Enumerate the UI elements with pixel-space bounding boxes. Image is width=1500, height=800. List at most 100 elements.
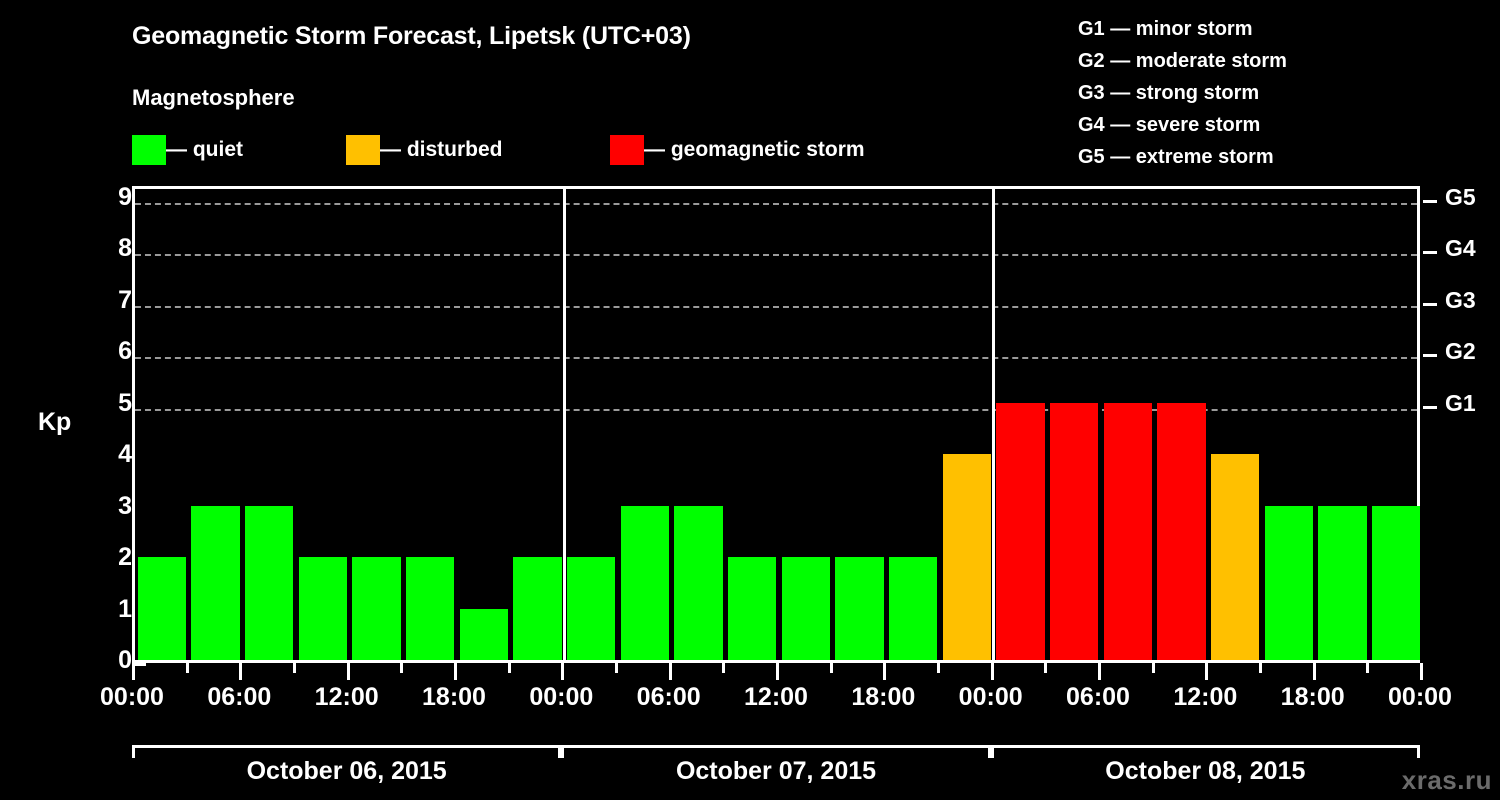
date-band: October 06, 2015 October 07, 2015 October … [132,745,1423,800]
x-tick [454,663,457,680]
date-label: October 06, 2015 [246,757,447,785]
g-tick [1423,251,1437,255]
day-separators [135,189,1417,660]
g-tick-label: G3 [1445,286,1476,313]
date-bracket [561,745,991,758]
legend-item-label: — disturbed [380,138,503,161]
x-tick [1205,663,1209,680]
gridline [135,305,1417,308]
g-tick-label: G5 [1445,184,1476,210]
gscale-legend-line: G5 — extreme storm [1078,146,1274,168]
x-tick [829,663,833,673]
watermark: xras.ru [1401,765,1492,795]
g-tick-label: G4 [1445,235,1476,262]
kp-bar [888,557,938,660]
date-label: October 07, 2015 [675,757,877,785]
kp-bar [620,505,670,660]
gridline [135,203,1417,205]
quiet-swatch [132,135,166,165]
day-separator [992,189,996,660]
y-tick-label: 8 [118,234,132,263]
legend-item: — disturbed [346,134,503,166]
x-tick [883,663,887,680]
x-tick-label: 00:00 [1388,683,1452,711]
y-tick-label: 7 [118,285,132,314]
kp-bar [1318,505,1367,660]
y-tick-label: 3 [118,491,132,520]
gridlines [135,189,1417,660]
x-tick-label: 12:00 [314,683,379,711]
x-tick-label: 00:00 [100,683,164,711]
gscale-legend-line: G1 — minor storm [1078,18,1253,40]
gridline [135,408,1417,411]
kp-bar [298,557,348,660]
kp-bar [996,402,1045,660]
y-axis-title: Kp [38,408,72,436]
x-tick-label: 06:00 [636,683,701,711]
x-tick-label: 12:00 [1173,683,1238,711]
g-tick-label: G1 [1445,389,1476,416]
y-axis-right-gscale: G1 G2 G3 G4 G5 [1423,184,1498,663]
kp-bar [727,557,777,660]
x-tick [185,663,189,673]
kp-bar [566,557,616,660]
kp-bar [459,608,509,660]
gridline [135,357,1417,360]
y-tick-label: 0 [118,646,132,674]
kp-bar [1371,505,1421,660]
x-tick [990,663,994,680]
x-tick [776,663,779,680]
x-tick [1366,663,1370,673]
x-tick-label: 06:00 [207,683,272,711]
x-tick [1151,663,1155,673]
x-tick [615,663,618,673]
x-tick [1098,663,1101,680]
x-tick-label: 18:00 [1280,683,1345,711]
gscale-legend-line: G2 — moderate storm [1078,50,1287,72]
x-tick-label: 00:00 [958,683,1023,711]
gscale-legend-line: G4 — severe storm [1078,114,1261,136]
x-tick [1044,663,1048,673]
x-tick [1420,663,1423,680]
kp-bar [405,557,455,660]
x-axis: 00:00 06:00 12:00 18:00 00:00 06:00 12:00 18:00… [100,663,1452,723]
y-tick-label: 1 [118,594,132,623]
gscale-legend: G1 — minor storm G2 — moderate storm G3 — … [1078,13,1287,173]
magnetosphere-heading: Magnetosphere [132,85,295,110]
y-tick-label: 4 [118,440,132,469]
x-tick [561,663,565,680]
legend-item-label: — quiet [166,138,243,161]
kp-bar [674,505,723,660]
kp-bar [1264,505,1314,660]
kp-bar [781,557,831,660]
x-tick [400,663,404,673]
kp-bar [191,505,240,660]
legend-item: — geomagnetic storm [610,134,865,166]
date-bracket [132,745,562,758]
color-legend: — quiet — disturbed — geomagnetic storm [132,134,992,166]
x-tick [1312,663,1316,680]
kp-bar [137,557,187,660]
x-tick-label: 12:00 [744,683,808,711]
y-tick-label: 5 [118,388,132,417]
x-tick [507,663,511,673]
x-tick [722,663,726,673]
kp-bar [352,557,401,660]
y-tick-label: 6 [118,337,132,366]
x-tick [937,663,940,673]
kp-bar [835,557,884,660]
y-tick-label: 2 [118,543,132,572]
gscale-legend-line: G3 — strong storm [1078,82,1260,104]
x-tick [346,663,350,680]
y-tick [132,663,146,666]
kp-bar [1210,454,1260,660]
kp-bar [1103,402,1153,660]
storm-swatch [610,135,644,165]
g-tick [1423,200,1437,203]
kp-bar [244,505,294,660]
bar-series [135,189,1421,660]
x-tick [293,663,296,673]
gridline [135,254,1417,257]
date-label: October 08, 2015 [1105,757,1306,785]
legend-item-label: — geomagnetic storm [644,138,865,161]
